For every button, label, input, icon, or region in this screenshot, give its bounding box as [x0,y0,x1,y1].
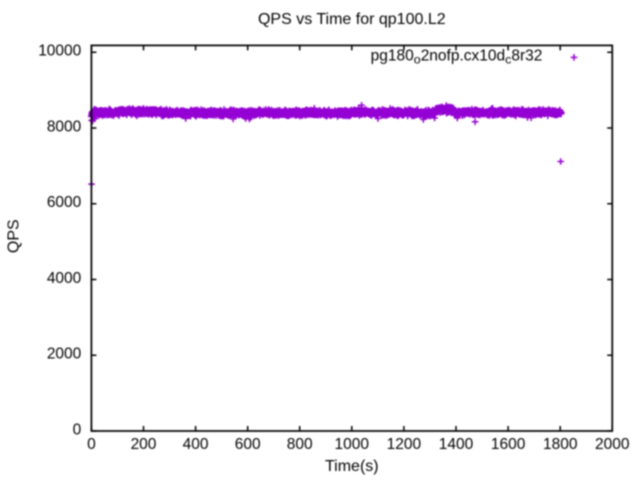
svg-text:QPS: QPS [6,219,23,253]
svg-text:1400: 1400 [439,436,474,453]
svg-text:6000: 6000 [47,194,82,211]
svg-text:2000: 2000 [47,346,82,363]
svg-text:8000: 8000 [47,118,82,135]
svg-text:QPS vs Time for qp100.L2: QPS vs Time for qp100.L2 [258,11,446,28]
svg-text:Time(s): Time(s) [325,458,379,475]
svg-text:400: 400 [183,436,209,453]
svg-text:2000: 2000 [595,436,630,453]
svg-text:200: 200 [131,436,157,453]
svg-text:1800: 1800 [543,436,578,453]
svg-text:0: 0 [73,421,82,438]
svg-text:0: 0 [87,436,96,453]
svg-text:800: 800 [287,436,313,453]
svg-text:1200: 1200 [387,436,422,453]
svg-text:600: 600 [235,436,261,453]
svg-text:4000: 4000 [47,270,82,287]
svg-text:pg180o2nofp.cx10dc8r32: pg180o2nofp.cx10dc8r32 [371,48,543,67]
svg-text:1000: 1000 [335,436,370,453]
svg-text:10000: 10000 [38,43,81,60]
svg-text:1600: 1600 [491,436,526,453]
